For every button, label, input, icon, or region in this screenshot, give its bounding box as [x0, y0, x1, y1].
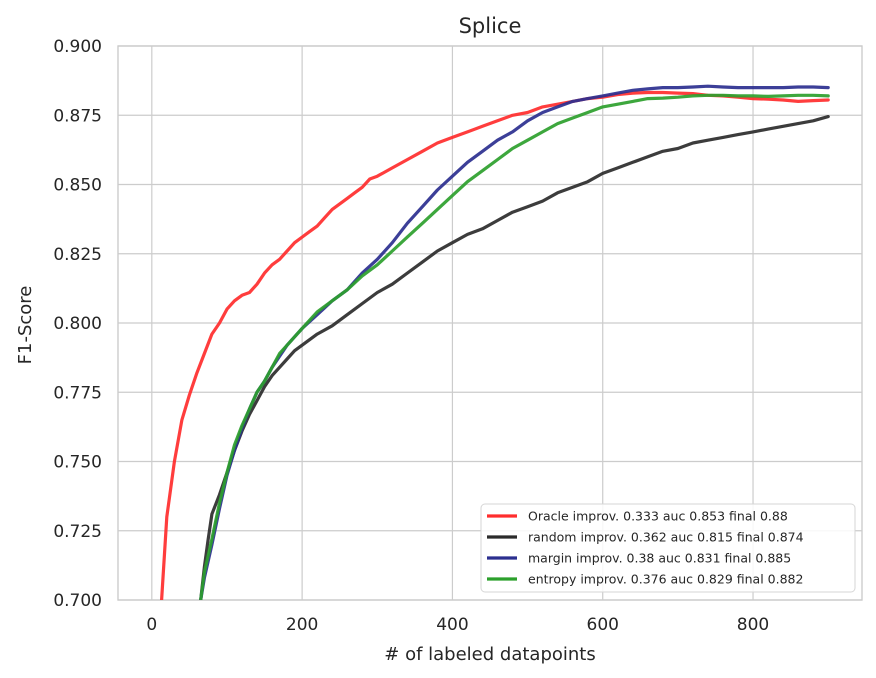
y-tick-label: 0.875 — [53, 106, 102, 126]
series-line-2 — [199, 114, 830, 600]
y-tick-label: 0.700 — [53, 591, 102, 611]
series-line-1 — [160, 90, 830, 600]
plot-frame — [117, 45, 863, 601]
legend-label: random improv. 0.362 auc 0.815 final 0.8… — [528, 530, 804, 545]
legend-label: Oracle improv. 0.333 auc 0.853 final 0.8… — [528, 509, 788, 524]
x-tick-label: 800 — [737, 615, 769, 635]
y-tick-label: 0.750 — [53, 453, 102, 473]
y-tick-label: 0.850 — [53, 176, 102, 196]
y-tick-label: 0.800 — [53, 314, 102, 334]
y-tick-label: 0.900 — [53, 37, 102, 57]
chart-title: Splice — [459, 14, 522, 38]
legend-label: margin improv. 0.38 auc 0.831 final 0.88… — [528, 551, 791, 566]
x-tick-label: 600 — [587, 615, 619, 635]
x-tick-label: 200 — [286, 615, 318, 635]
x-axis-ticks: 0 200 400 600 800 — [146, 615, 769, 635]
x-tick-label: 400 — [436, 615, 468, 635]
y-axis-ticks: 0.700 0.725 0.750 0.775 0.800 0.825 0.850 0.875… — [53, 37, 102, 611]
y-axis-label: F1-Score — [15, 286, 36, 365]
legend: Oracle improv. 0.333 auc 0.853 final 0.8… — [480, 503, 856, 593]
y-tick-label: 0.775 — [53, 383, 102, 403]
y-tick-label: 0.725 — [53, 522, 102, 542]
legend-box — [480, 503, 856, 593]
series-line-4 — [199, 93, 830, 600]
x-axis-label: # of labeled datapoints — [384, 644, 595, 665]
series-layer — [160, 84, 830, 600]
y-tick-label: 0.825 — [53, 245, 102, 265]
legend-label: entropy improv. 0.376 auc 0.829 final 0.… — [528, 572, 803, 587]
x-tick-label: 0 — [146, 615, 157, 635]
